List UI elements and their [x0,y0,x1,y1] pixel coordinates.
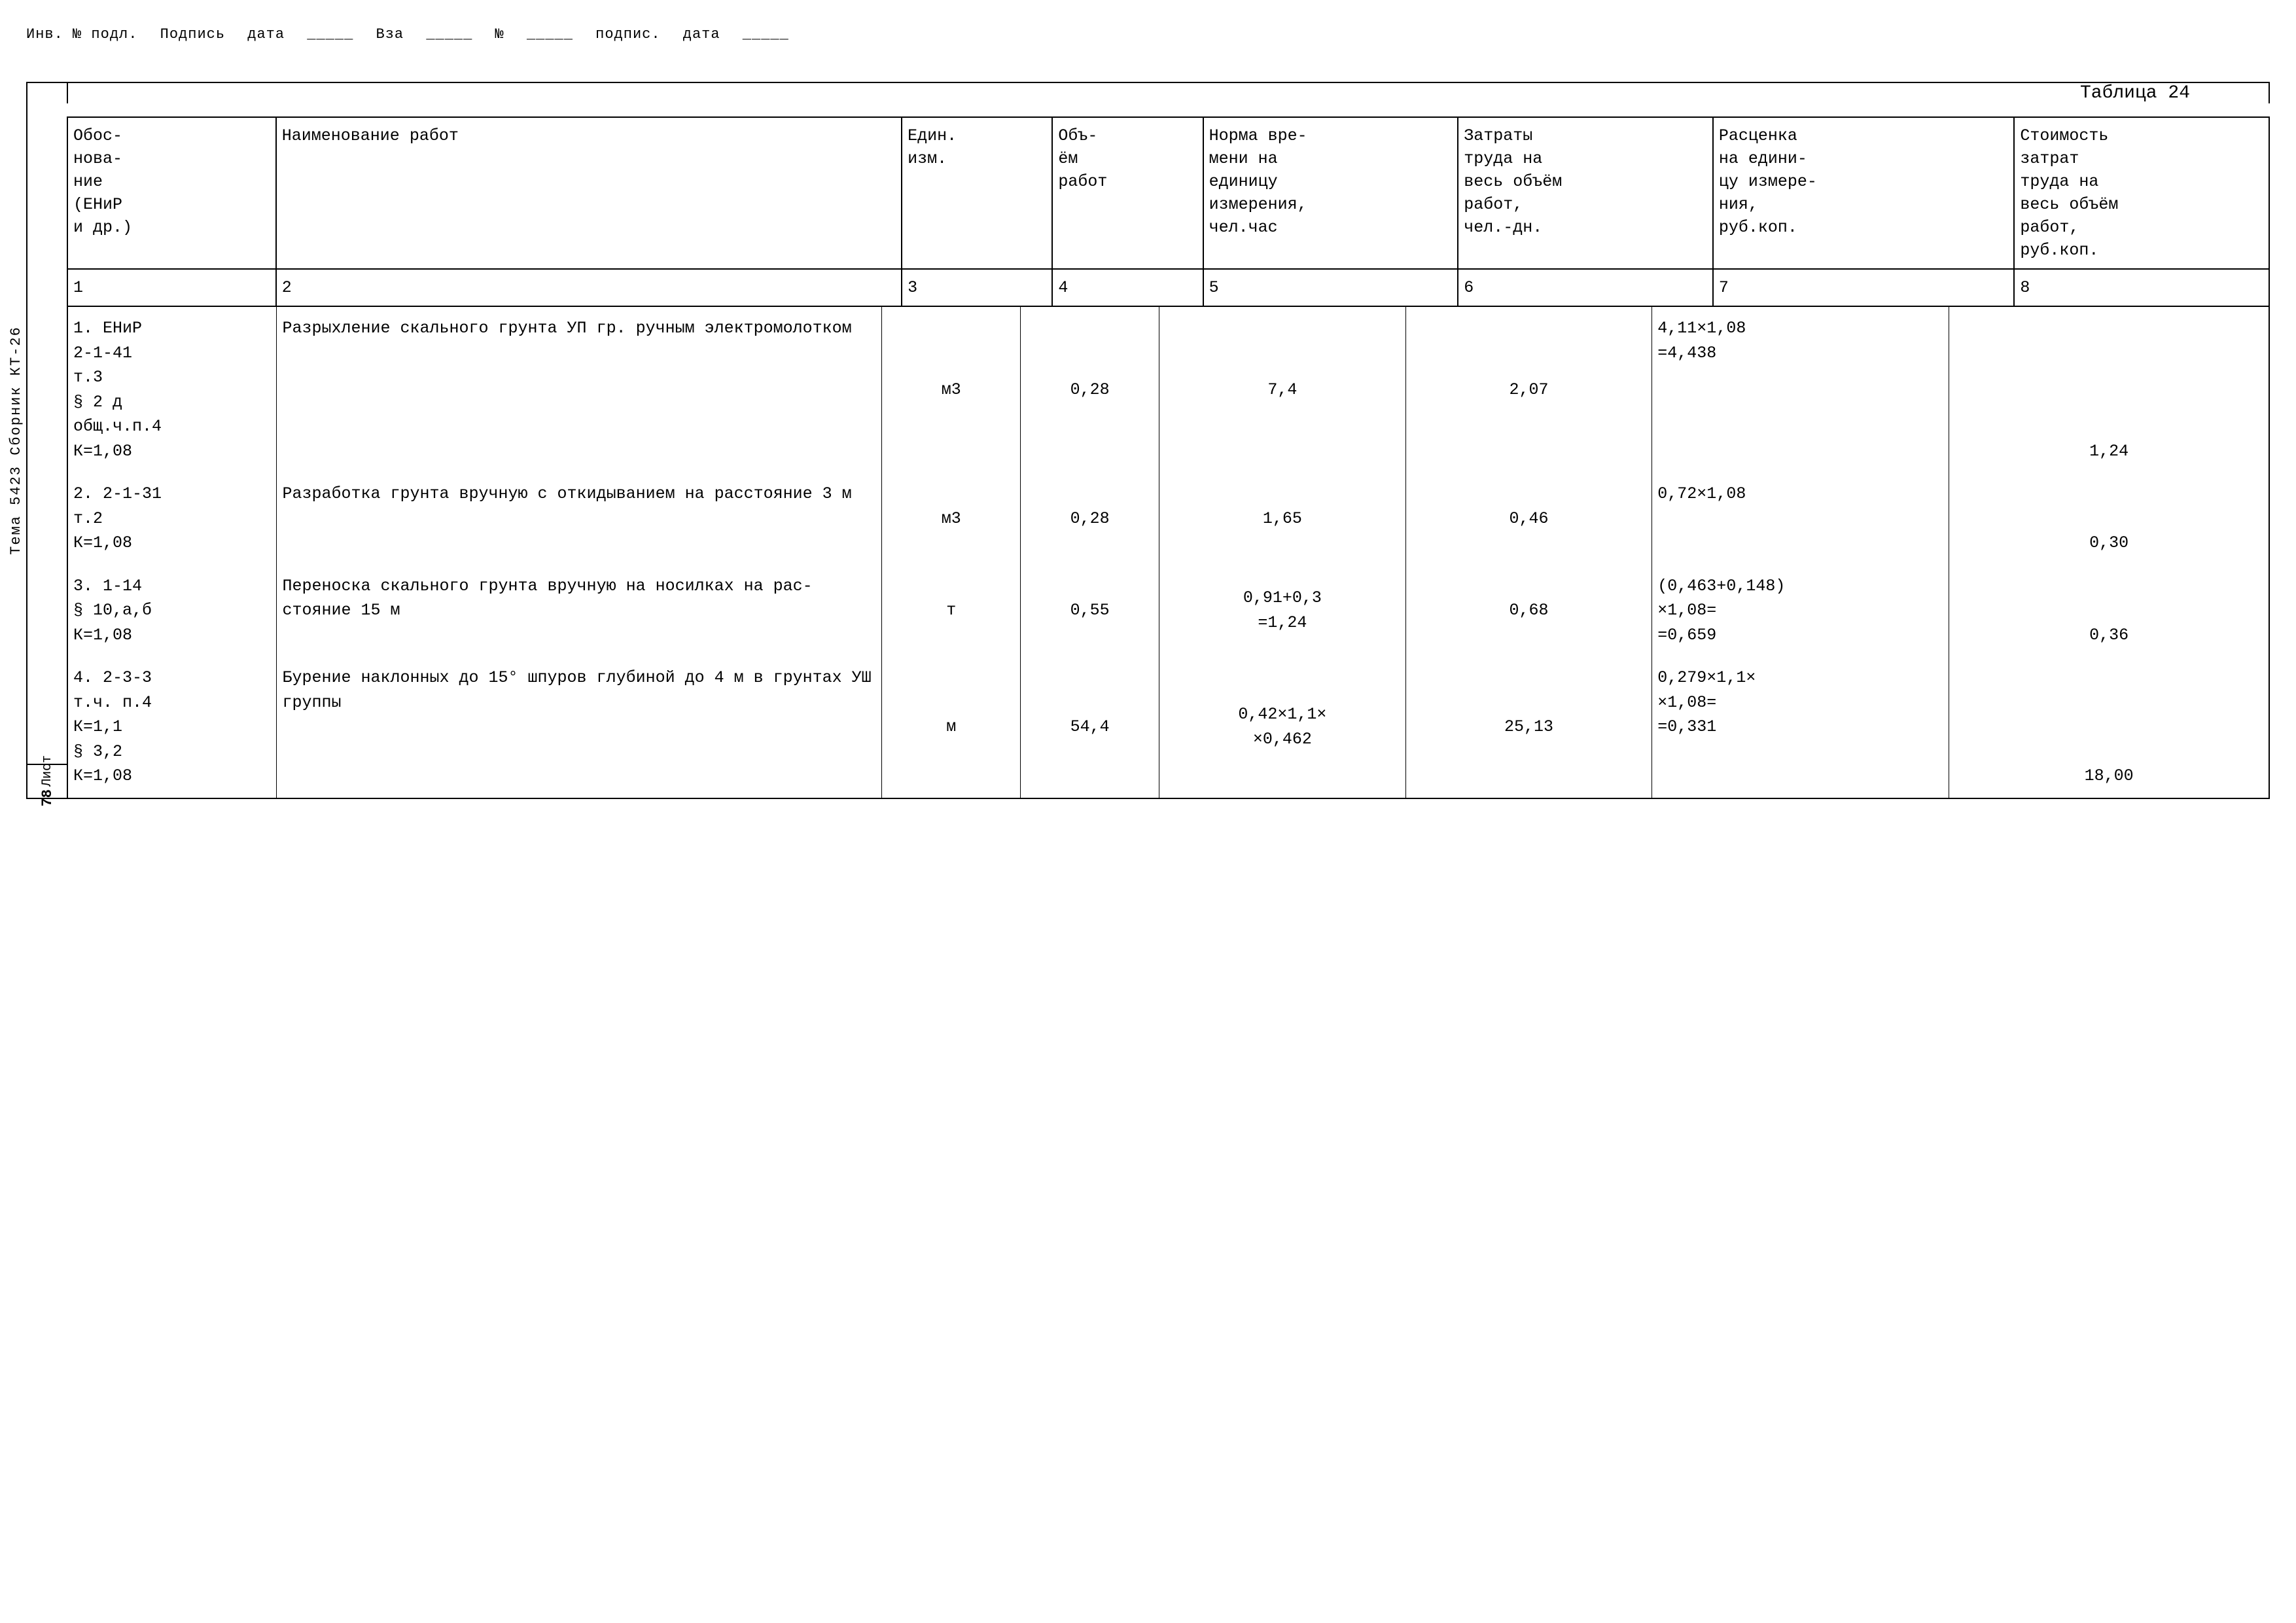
left-margin-frame: Тема 5423 Сборник КТ-26 Лист 78 [26,82,67,799]
table-cell: 0,55 [1021,565,1159,657]
table-cell: 2. 2-1-31 т.2 К=1,08 [68,473,277,565]
header-col-6: Затраты труда на весь объём работ, чел.-… [1458,117,1713,269]
table-colnum-row: 1 2 3 4 5 6 7 8 [67,269,2269,306]
table-cell: 2,07 [1406,307,1653,473]
table-cell: 0,36 [1949,565,2269,657]
date-label-2: дата [683,26,720,43]
colnum-6: 6 [1458,269,1713,306]
table-cell: Переноска скального грунта вручную на но… [277,565,882,657]
table-cell: 7,4 [1159,307,1406,473]
header-col-5: Норма вре- мени на единицу измерения, че… [1203,117,1458,269]
page-number: 78 [39,789,56,806]
page-label: Лист [40,755,55,787]
table-cell: 0,279×1,1× ×1,08= =0,331 [1652,656,1949,798]
table-cell: Бурение наклонных до 15° шпуров глубиной… [277,656,882,798]
sign-label-2: подпис. [595,26,660,43]
table-title: Таблица 24 [68,83,2269,103]
table-cell: м [882,656,1021,798]
date-label-1: дата [247,26,285,43]
sign-label: Подпись [160,26,225,43]
table-cell: 0,68 [1406,565,1653,657]
table-cell: м3 [882,473,1021,565]
table-cell: 4,11×1,08 =4,438 [1652,307,1949,473]
table-cell: 1,24 [1949,307,2269,473]
table-cell: 54,4 [1021,656,1159,798]
table-cell: 3. 1-14 § 10,а,б К=1,08 [68,565,277,657]
table-cell: 0,46 [1406,473,1653,565]
header-col-1: Обос- нова- ние (ЕНиР и др.) [67,117,276,269]
header-col-2: Наименование работ [276,117,902,269]
colnum-7: 7 [1713,269,2014,306]
colnum-5: 5 [1203,269,1458,306]
header-col-8: Стоимость затрат труда на весь объём раб… [2014,117,2269,269]
header-col-3: Един. изм. [902,117,1052,269]
table-cell: 4. 2-3-3 т.ч. п.4 К=1,1 § 3,2 К=1,08 [68,656,277,798]
header-strip: Инв. № подл. Подпись дата _____ Вза ____… [26,26,2270,43]
table-cell: т [882,565,1021,657]
table-cell: 0,72×1,08 [1652,473,1949,565]
table-cell: 25,13 [1406,656,1653,798]
num-label: № [495,26,504,43]
colnum-8: 8 [2014,269,2269,306]
colnum-3: 3 [902,269,1052,306]
table-cell: Разрыхление скального грунта УП гр. ручн… [277,307,882,473]
colnum-2: 2 [276,269,902,306]
colnum-4: 4 [1052,269,1203,306]
main-table: Обос- нова- ние (ЕНиР и др.) Наименовани… [67,116,2270,799]
table-cell: (0,463+0,148) ×1,08= =0,659 [1652,565,1949,657]
page-number-box: Лист 78 [27,764,67,798]
colnum-1: 1 [67,269,276,306]
table-body: 1. ЕНиР 2-1-41 т.3 § 2 д общ.ч.п.4 К=1,0… [68,307,2269,798]
side-project-label: Тема 5423 Сборник КТ-26 [8,326,24,555]
table-cell: 18,00 [1949,656,2269,798]
inv-label: Инв. № подл. [26,26,137,43]
table-cell: 0,30 [1949,473,2269,565]
table-header-row: Обос- нова- ние (ЕНиР и др.) Наименовани… [67,117,2269,269]
header-col-4: Объ- ём работ [1052,117,1203,269]
table-cell: м3 [882,307,1021,473]
vza-label: Вза [376,26,404,43]
table-cell: 0,28 [1021,473,1159,565]
page: Инв. № подл. Подпись дата _____ Вза ____… [26,26,2270,799]
table-cell: 0,91+0,3 =1,24 [1159,565,1406,657]
header-col-7: Расценка на едини- цу измере- ния, руб.к… [1713,117,2014,269]
table-cell: Разработка грунта вручную с откидыванием… [277,473,882,565]
table-cell: 1. ЕНиР 2-1-41 т.3 § 2 д общ.ч.п.4 К=1,0… [68,307,277,473]
table-cell: 0,28 [1021,307,1159,473]
table-cell: 1,65 [1159,473,1406,565]
table-cell: 0,42×1,1× ×0,462 [1159,656,1406,798]
